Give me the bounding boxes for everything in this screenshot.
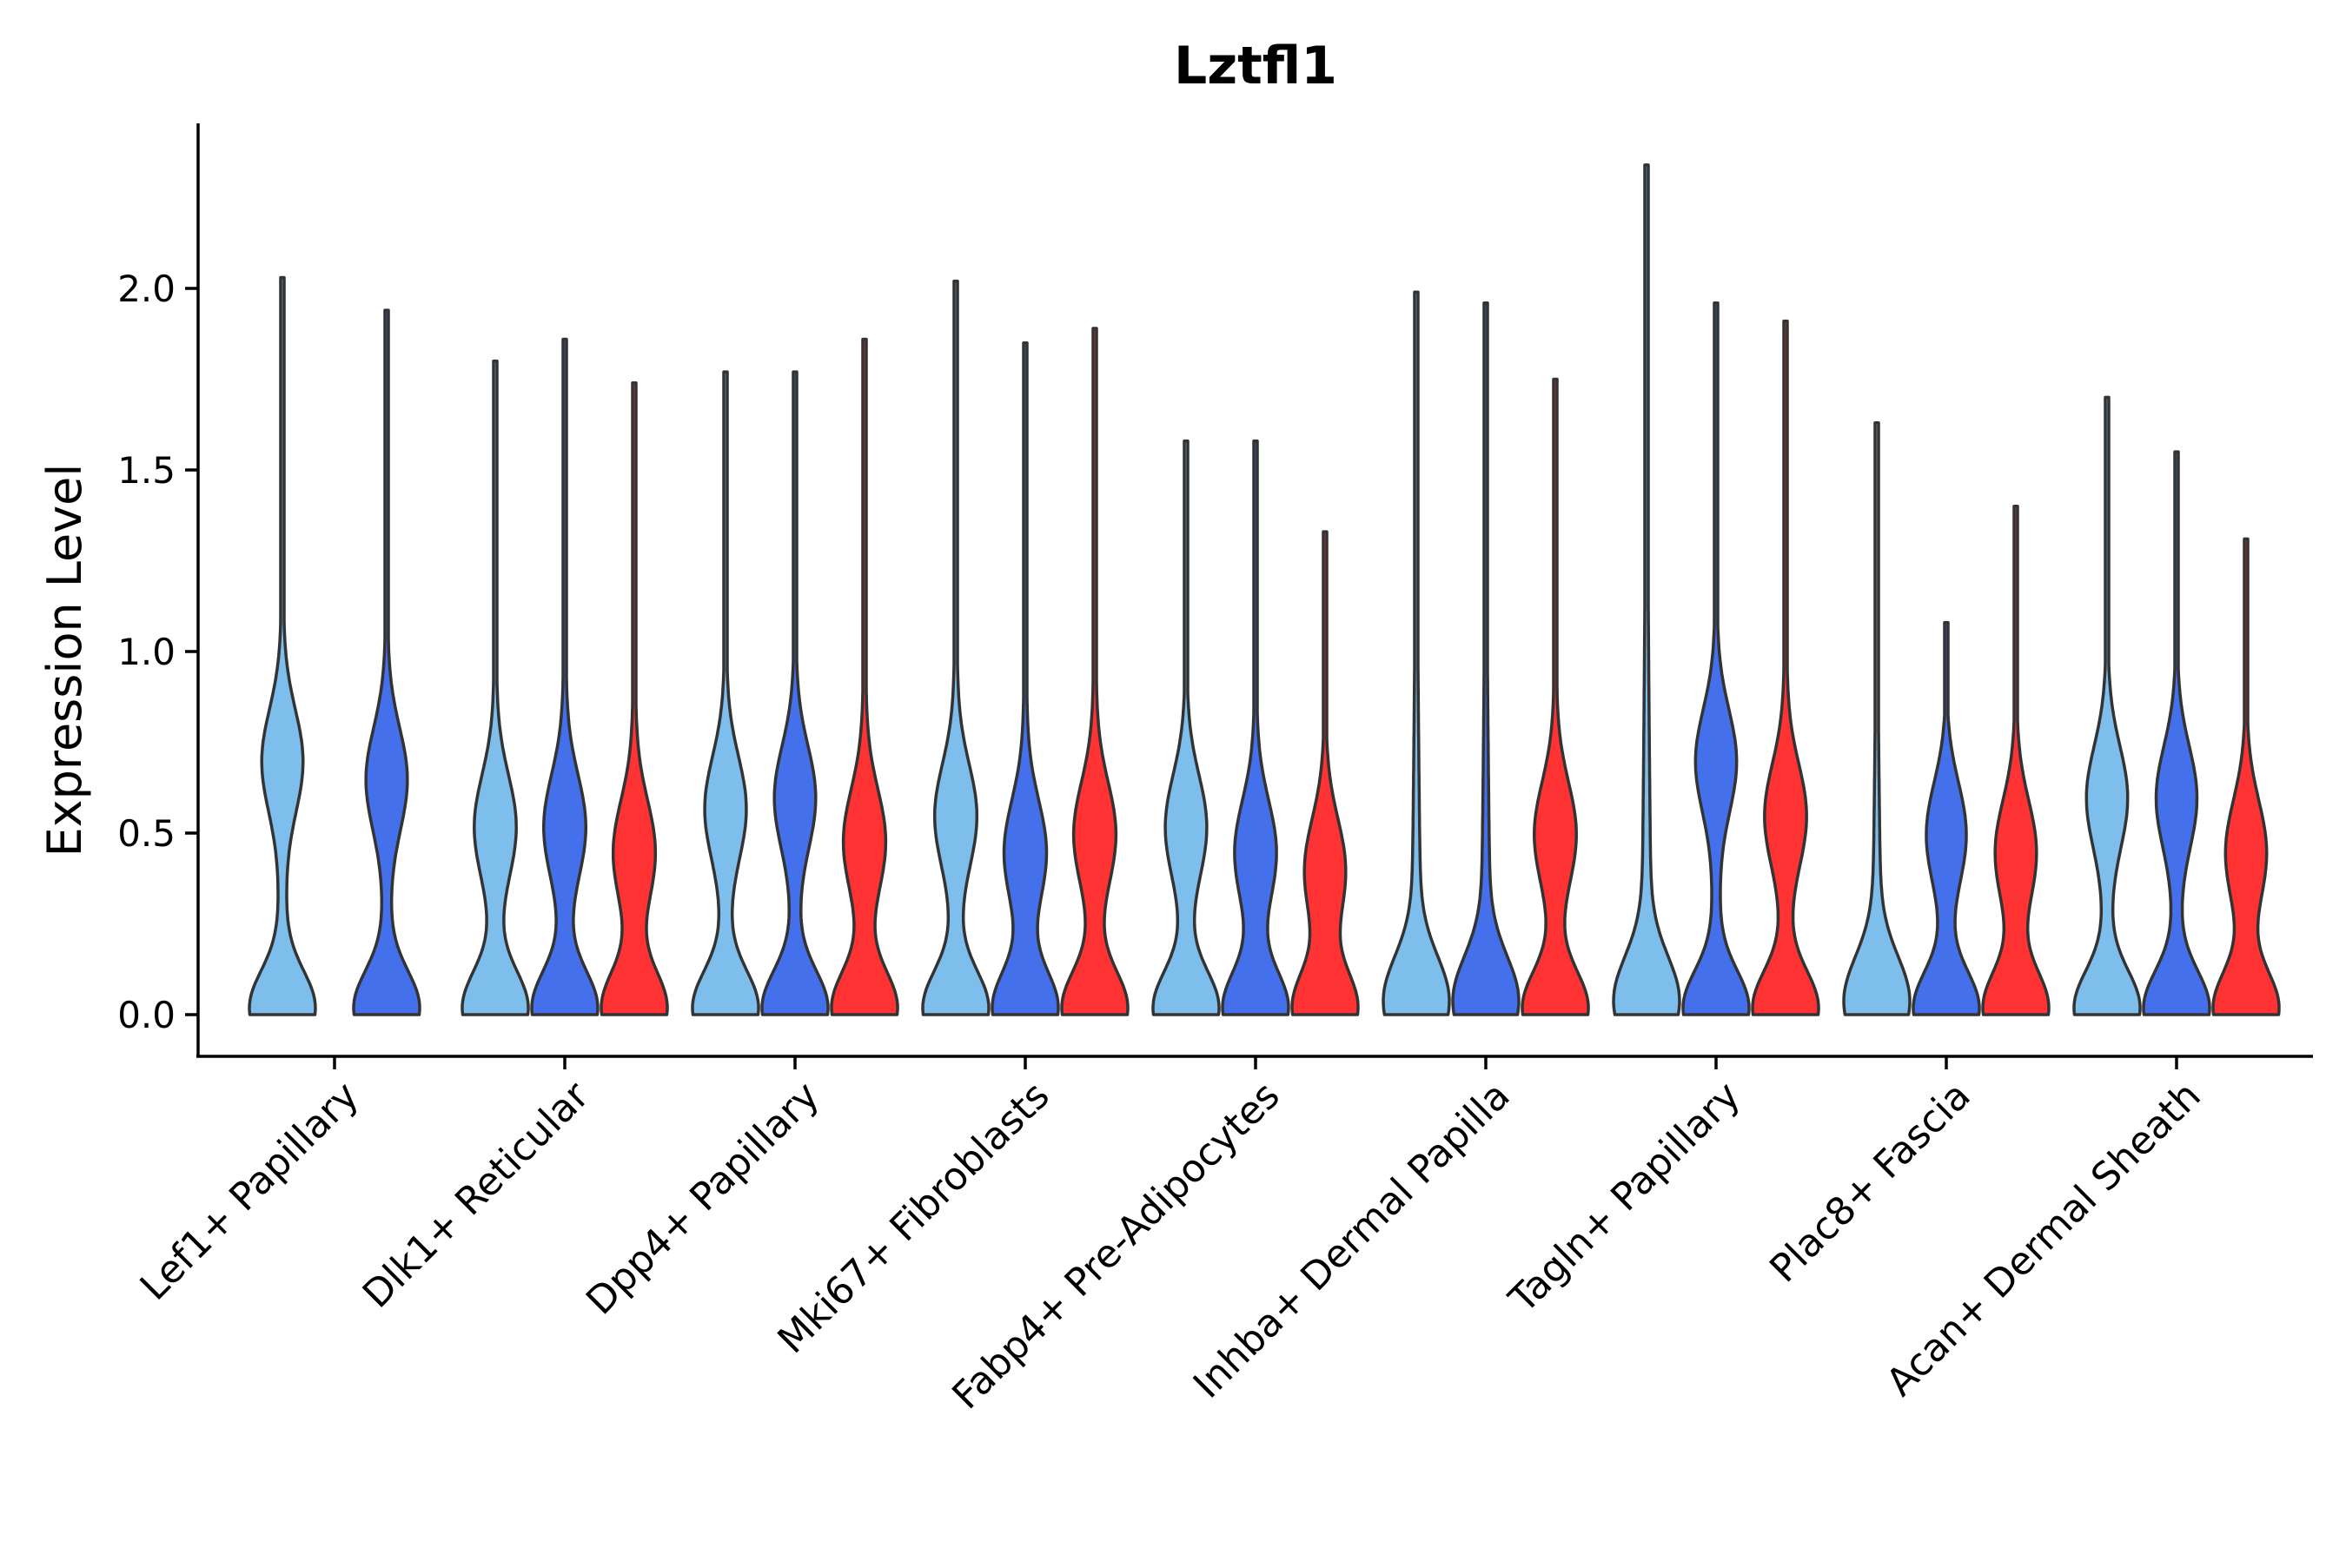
violin-acan-dermal-sheath-2 bbox=[2142, 450, 2211, 1016]
violin-dlk1-reticular-2 bbox=[530, 337, 600, 1016]
x-tick-label-dpp4-papillary: Dpp4+ Papillary bbox=[578, 1074, 828, 1324]
violin-inhba-dermal-papilla-1 bbox=[1382, 290, 1451, 1016]
violin-dpp4-papillary-1 bbox=[691, 370, 760, 1016]
y-tick-label: 2.0 bbox=[117, 268, 176, 310]
violin-mki67-fibroblasts-2 bbox=[991, 341, 1060, 1016]
x-tick-label-plac8-fascia: Plac8+ Fascia bbox=[1761, 1074, 1979, 1292]
violin-mki67-fibroblasts-3 bbox=[1060, 327, 1130, 1016]
violin-acan-dermal-sheath-1 bbox=[2072, 395, 2142, 1016]
violin-plac8-fascia-2 bbox=[1912, 620, 1981, 1016]
violin-plac8-fascia-3 bbox=[1981, 505, 2051, 1016]
x-tick-label-lef1-papillary: Lef1+ Papillary bbox=[132, 1074, 368, 1309]
violin-layer bbox=[248, 163, 2281, 1016]
y-ticks: 0.0 0.5 1.0 1.5 2.0 bbox=[117, 268, 198, 1036]
y-tick-label: 0.0 bbox=[117, 994, 176, 1036]
violin-fabp4-pre-adipocytes-1 bbox=[1151, 439, 1221, 1016]
violin-inhba-dermal-papilla-3 bbox=[1521, 377, 1590, 1016]
y-tick-label: 1.5 bbox=[117, 449, 176, 492]
x-tick-label-dlk1-reticular: Dlk1+ Reticular bbox=[355, 1073, 599, 1317]
violin-dpp4-papillary-2 bbox=[760, 370, 830, 1016]
violin-dpp4-papillary-3 bbox=[830, 337, 899, 1016]
violin-acan-dermal-sheath-3 bbox=[2211, 537, 2281, 1016]
y-axis-label: Expression Level bbox=[37, 464, 92, 857]
x-tick-label-tagln-papillary: Tagln+ Papillary bbox=[1501, 1074, 1749, 1322]
violin-fabp4-pre-adipocytes-2 bbox=[1221, 439, 1290, 1016]
violin-dlk1-reticular-3 bbox=[600, 380, 669, 1016]
violin-dlk1-reticular-1 bbox=[461, 359, 530, 1016]
violin-mki67-fibroblasts-1 bbox=[921, 279, 991, 1016]
violin-lef1-papillary-1 bbox=[248, 275, 317, 1016]
violin-tagln-papillary-3 bbox=[1751, 319, 1820, 1016]
y-tick-label: 0.5 bbox=[117, 812, 176, 855]
violin-tagln-papillary-2 bbox=[1681, 301, 1751, 1016]
violin-fabp4-pre-adipocytes-3 bbox=[1290, 530, 1360, 1016]
violin-plac8-fascia-1 bbox=[1842, 420, 1912, 1016]
violin-inhba-dermal-papilla-2 bbox=[1451, 301, 1521, 1016]
y-tick-label: 1.0 bbox=[117, 631, 176, 673]
chart-title: Lztfl1 bbox=[1174, 36, 1337, 96]
violin-tagln-papillary-1 bbox=[1612, 163, 1681, 1016]
violin-lef1-papillary-2 bbox=[352, 308, 421, 1016]
